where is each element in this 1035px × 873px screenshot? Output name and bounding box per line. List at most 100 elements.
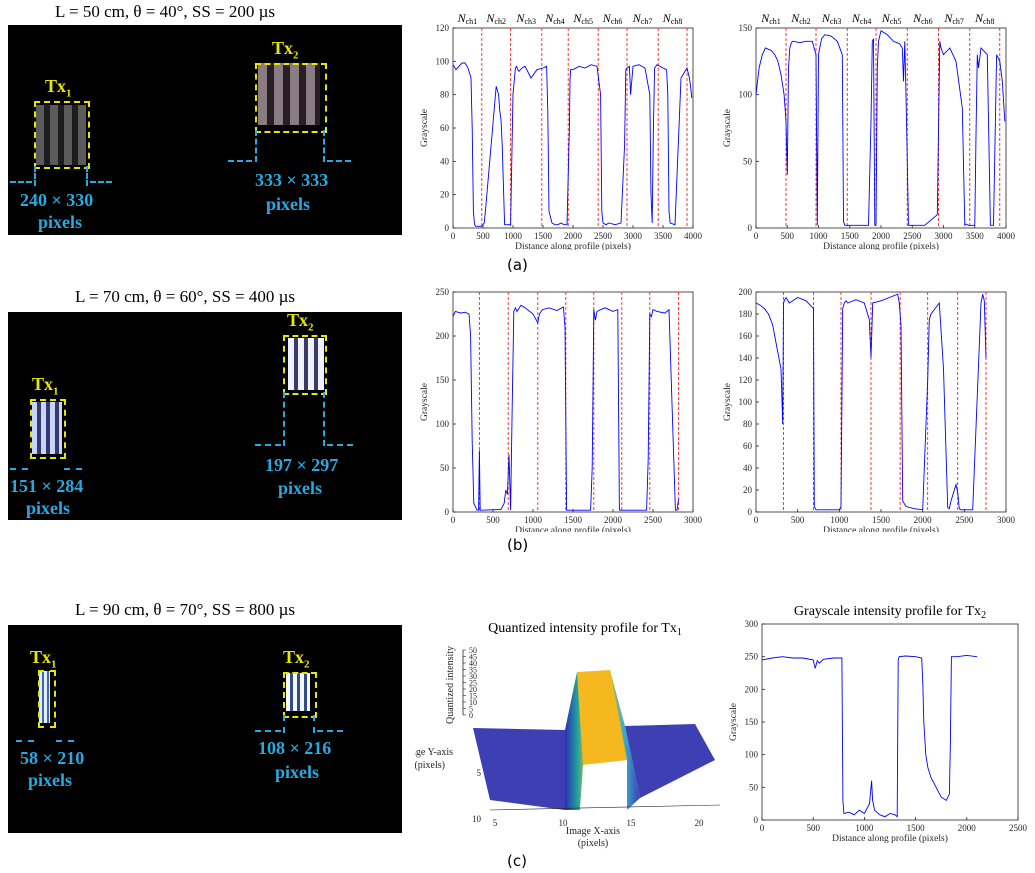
row-c-tx2-dim-left (255, 730, 281, 732)
row-a-title: L = 50 cm, θ = 40°, SS = 200 µs (55, 2, 276, 21)
channel-label: Nch2 (485, 11, 506, 26)
y-tick-label: 300 (745, 619, 759, 629)
z-tick-label: 20 (469, 685, 477, 694)
channel-label: Nch3 (515, 11, 536, 26)
channel-label-sub: ch7 (952, 17, 964, 26)
y-tick-label: 150 (436, 375, 450, 385)
row-c-tx2-right-guide (313, 715, 315, 733)
row-b-tx1-label: Tx1 (32, 374, 59, 398)
z-tick-label: 50 (469, 646, 477, 655)
channel-label-sub: ch3 (524, 17, 536, 26)
y-tick-label: 150 (745, 717, 759, 727)
channel-label: Nch8 (974, 11, 995, 26)
x-axis-label: Distance along profile (pixels) (515, 525, 631, 532)
channel-label: Nch4 (851, 11, 872, 26)
row-a-tx2-dim-right (327, 160, 351, 162)
row-b-photo (8, 312, 402, 520)
series-line (755, 29, 1006, 227)
x-axis-label: Distance along profile (pixels) (832, 833, 948, 844)
channel-label-sub: ch2 (799, 17, 811, 26)
row-c-tx2-left-guide (283, 715, 285, 733)
y-tick-label: 50 (440, 463, 450, 473)
x-tick-label: 1500 (872, 515, 891, 525)
channel-label-sub: ch3 (830, 17, 842, 26)
x-tick-label: 3000 (935, 231, 954, 241)
x-tick-label: 1000 (810, 231, 829, 241)
row-a-tx2-unit: pixels (266, 194, 311, 214)
row-c-title: L = 90 cm, θ = 70°, SS = 800 µs (75, 600, 296, 619)
tx1-led-pattern (32, 402, 62, 454)
channel-label: Nch1 (457, 11, 478, 26)
x-tick-label: 1500 (907, 823, 926, 833)
y-tick-label: 100 (436, 419, 450, 429)
x-tick-label: 2000 (958, 823, 977, 833)
x-tick-label: 0 (451, 231, 456, 241)
y-tick-label: 60 (440, 123, 450, 133)
channel-label-sub: ch7 (641, 17, 653, 26)
y-tick-label: 200 (739, 287, 753, 297)
x-tick-label: 2500 (644, 515, 663, 525)
x-tick-label: 500 (791, 515, 805, 525)
y-axis-label: Grayscale (729, 703, 739, 741)
channel-label: Nch3 (821, 11, 842, 26)
x-tick-label: 3500 (654, 231, 673, 241)
x-tick-label: 3500 (966, 231, 985, 241)
row-a-tx1-left-guide (34, 166, 36, 186)
y-tick-label: 200 (745, 684, 759, 694)
row-a-tx2-box (255, 63, 327, 133)
z-axis-label: Quantized intensity (445, 646, 456, 724)
row-a-photo (8, 25, 402, 235)
surface-floor-left (473, 728, 565, 810)
row-b-tx1-size: 151 × 284 (10, 476, 84, 496)
y-axis-label-units: (pixels) (415, 760, 445, 771)
z-tick-label: 10 (469, 698, 477, 707)
series-line (755, 293, 987, 511)
y-tick-label: 100 (745, 750, 759, 760)
row-c-tx2-dim-right (317, 730, 343, 732)
row-a-tx1-dim-right (90, 181, 112, 183)
y-tick-label: 140 (739, 353, 753, 363)
channel-label-sub: ch5 (890, 17, 902, 26)
z-tick-label: 5 (469, 705, 473, 714)
y-tick-label: 50 (749, 782, 759, 792)
channel-label-sub: ch4 (860, 17, 872, 26)
row-b-tx2-dim-right (327, 444, 353, 446)
channel-label: Nch5 (572, 11, 593, 26)
y-tick-label: 10 (472, 814, 482, 824)
x-tick-label: 2000 (872, 231, 891, 241)
x-tick-label: 0 (760, 823, 765, 833)
plot-area (452, 291, 694, 513)
channel-label: Nch7 (632, 11, 653, 26)
surface-gap (580, 760, 627, 810)
row-a-tx2-right-guide (323, 130, 325, 162)
chart-c-right: 0 500 1000 1500 2000 2500 0 50 100 150 200 250 300 Di… (729, 604, 1028, 844)
y-tick-label: 60 (743, 441, 753, 451)
chart-title: Quantized intensity profile for Tx1 (488, 621, 682, 638)
y-tick-label: 100 (436, 56, 450, 66)
series-line (452, 304, 680, 511)
row-c-tx1-dim-left (16, 740, 34, 742)
z-tick-label: 15 (469, 692, 477, 701)
x-tick-label: 3000 (624, 231, 643, 241)
channel-label: Nch2 (790, 11, 811, 26)
plot-area (452, 27, 694, 229)
row-a-tx1-box (34, 101, 90, 169)
x-tick-label: 10 (559, 818, 569, 828)
row-c-tx2-size: 108 × 216 (258, 738, 332, 758)
chart-title: Grayscale intensity profile for Tx2 (794, 604, 986, 621)
row-c-tx1-unit: pixels (28, 770, 73, 790)
tx1-led-pattern (36, 105, 86, 165)
y-tick-label: 40 (743, 463, 753, 473)
channel-label: Nch5 (881, 11, 902, 26)
y-tick-label: 120 (436, 23, 450, 33)
tx2-led-pattern (258, 63, 320, 125)
x-axis-label: Distance along profile (pixels) (823, 525, 939, 532)
row-b-tx1-unit: pixels (26, 498, 71, 518)
chart-a-right: 0 500 1000 1500 2000 2500 3000 3500 4000 0 50 100 15… (723, 11, 1016, 250)
row-b-tx2-dim-left (255, 444, 281, 446)
x-tick-label: 4000 (684, 231, 703, 241)
channel-label: Nch7 (943, 11, 964, 26)
z-tick-label: 30 (469, 672, 477, 681)
y-tick-label: 50 (743, 156, 753, 166)
x-tick-label: 5 (493, 818, 498, 828)
